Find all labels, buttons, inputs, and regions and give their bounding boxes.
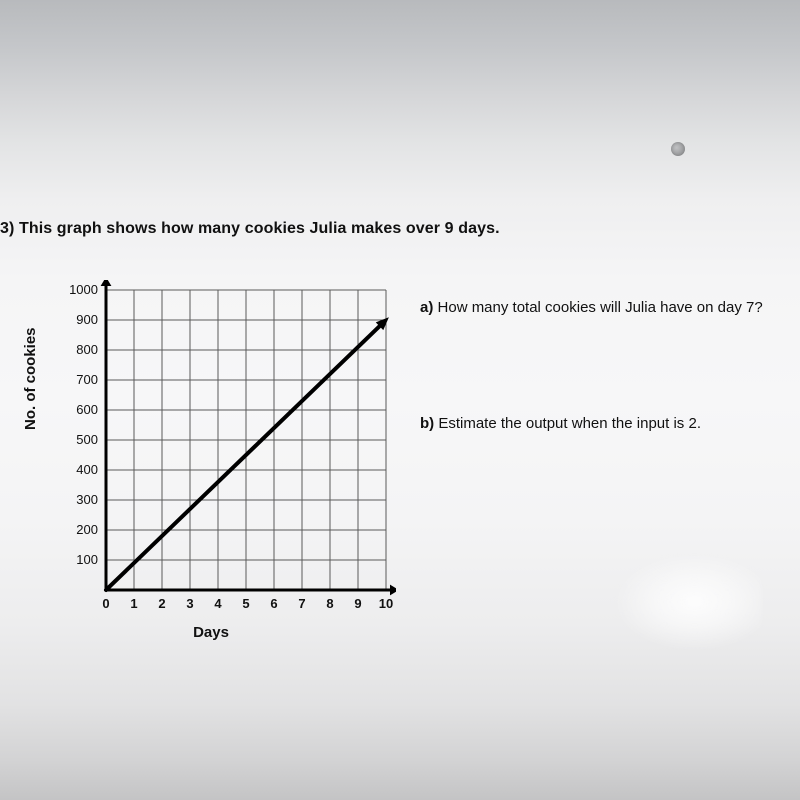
- y-axis-label: No. of cookies: [22, 327, 39, 430]
- question-prompt: 3) This graph shows how many cookies Jul…: [0, 220, 500, 238]
- screen-glare: [612, 552, 762, 652]
- svg-text:10: 10: [379, 596, 393, 611]
- svg-text:300: 300: [76, 492, 98, 507]
- svg-text:600: 600: [76, 402, 98, 417]
- question-a-text: How many total cookies will Julia have o…: [438, 299, 763, 316]
- svg-text:200: 200: [76, 522, 98, 537]
- question-a-prefix: a): [420, 299, 438, 316]
- svg-text:9: 9: [354, 596, 361, 611]
- svg-text:7: 7: [298, 596, 305, 611]
- camera-reflection-dot: [671, 142, 685, 156]
- question-b: b) Estimate the output when the input is…: [420, 414, 796, 434]
- svg-text:1: 1: [130, 596, 137, 611]
- svg-text:1000: 1000: [69, 282, 98, 297]
- svg-text:400: 400: [76, 462, 98, 477]
- svg-text:6: 6: [270, 596, 277, 611]
- svg-text:100: 100: [76, 552, 98, 567]
- svg-text:500: 500: [76, 432, 98, 447]
- svg-text:2: 2: [158, 596, 165, 611]
- question-a: a) How many total cookies will Julia hav…: [420, 298, 796, 318]
- x-axis-label: Days: [36, 624, 386, 641]
- svg-text:8: 8: [326, 596, 333, 611]
- svg-text:5: 5: [242, 596, 249, 611]
- svg-text:900: 900: [76, 312, 98, 327]
- chart-container: 0123456789101002003004005006007008009001…: [36, 280, 386, 660]
- line-chart: 0 1 2 3 4 5 6 7 8 9 10 100 200 300 400 500 600 700 800 900 1…: [36, 280, 396, 640]
- svg-text:4: 4: [214, 596, 222, 611]
- questions-container: a) How many total cookies will Julia hav…: [420, 298, 796, 435]
- worksheet-paper: 3) This graph shows how many cookies Jul…: [0, 0, 800, 800]
- svg-text:700: 700: [76, 372, 98, 387]
- svg-text:800: 800: [76, 342, 98, 357]
- svg-text:3: 3: [186, 596, 193, 611]
- svg-text:0: 0: [102, 596, 109, 611]
- question-b-prefix: b): [420, 415, 438, 432]
- question-b-text: Estimate the output when the input is 2.: [438, 415, 701, 432]
